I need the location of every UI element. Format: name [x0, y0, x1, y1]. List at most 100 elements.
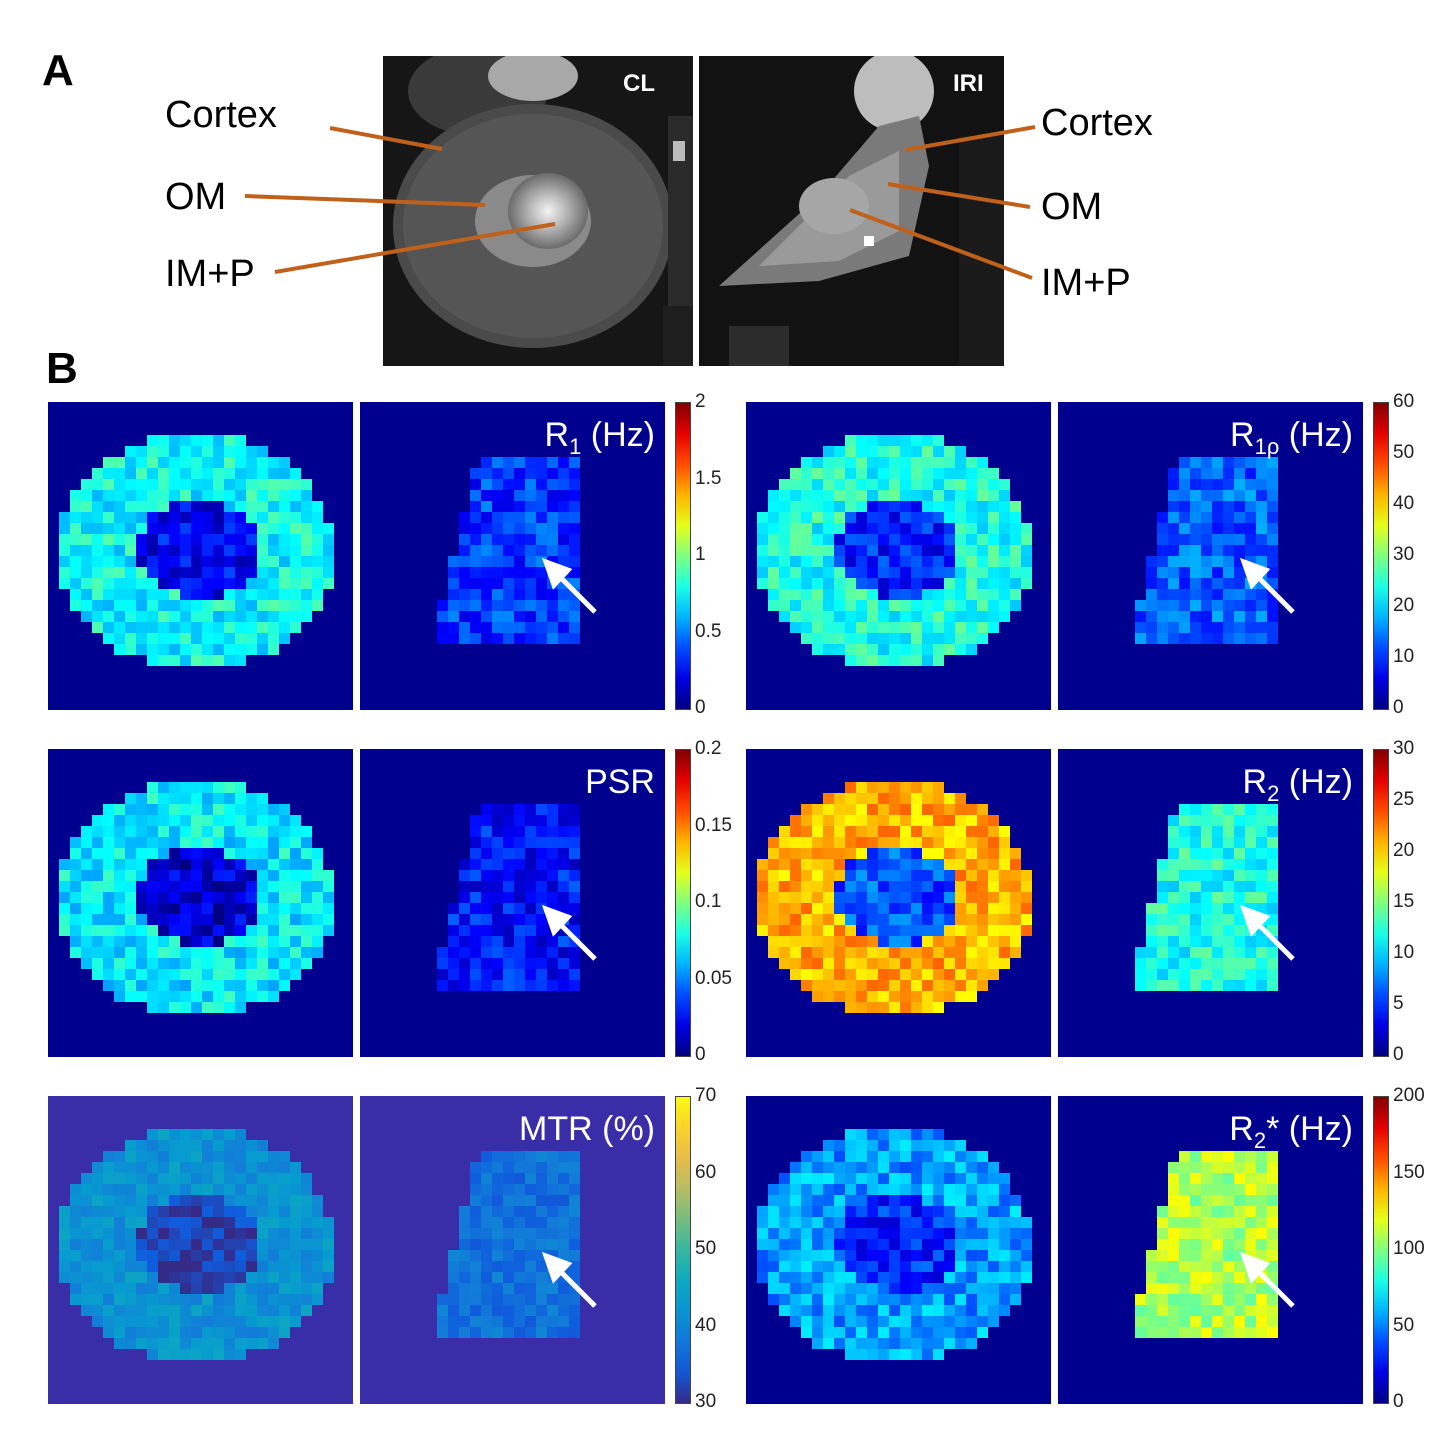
map-title-main: R [1229, 1110, 1254, 1148]
map-mtr-contralateral [48, 1096, 353, 1404]
colorbar-r1rho [1373, 402, 1389, 710]
colorbar-tick-label: 150 [1393, 1161, 1425, 1183]
map-title-main: R [544, 416, 570, 454]
colorbar-tick-label: 0.2 [695, 738, 722, 759]
colorbar-tick-label: 5 [1393, 993, 1404, 1014]
right-label-imp: IM+P [1041, 262, 1131, 304]
colorbar-tick-label: 40 [695, 1314, 717, 1336]
colorbar-tick-label: 100 [1393, 1238, 1425, 1259]
colorbar-tick-label: 70 [695, 1085, 717, 1106]
map-title-unit: * (Hz) [1266, 1110, 1353, 1148]
map-r2-iri-pixels [1135, 804, 1278, 991]
left-label-om: OM [165, 176, 227, 218]
label-pointer-lines [244, 125, 1036, 280]
colorbar-tick-label: 30 [1393, 738, 1415, 759]
colorbar-tick-label: 50 [695, 1238, 717, 1259]
map-r1rho-cl-pixels [757, 435, 1032, 666]
colorbar-r2star [1373, 1096, 1389, 1404]
map-title-subscript: 2 [1267, 780, 1280, 806]
map-title-main: PSR [585, 763, 655, 801]
map-title-subscript: 1 [569, 433, 582, 459]
colorbar-psr [675, 749, 691, 1057]
lesion-arrow-icon [541, 557, 597, 614]
colorbar-tick-label: 0 [695, 697, 706, 718]
right-label-cortex: Cortex [1041, 102, 1153, 144]
map-r2-contralateral [746, 749, 1051, 1057]
map-mtr-cl-pixels [59, 1129, 334, 1360]
colorbar-tick-label: 15 [1393, 891, 1415, 912]
colorbar-r1 [675, 402, 691, 710]
map-r2star-iri-pixels [1135, 1151, 1278, 1338]
map-r1rho-iri: R1ρ (Hz) [1058, 402, 1363, 710]
left-label-cortex: Cortex [165, 94, 277, 136]
map-mtr-iri: MTR (%) [360, 1096, 665, 1404]
colorbar-tick-label: 0 [1393, 697, 1404, 718]
map-title-r1rho: R1ρ (Hz) [1230, 416, 1353, 460]
map-title-main: MTR (%) [519, 1110, 655, 1148]
colorbar-r2 [1373, 749, 1389, 1057]
map-title-mtr: MTR (%) [519, 1110, 655, 1149]
map-title-unit: (Hz) [581, 416, 655, 454]
colorbar-tick-label: 0.1 [695, 891, 722, 912]
colorbar-tick-label: 10 [1393, 646, 1415, 667]
map-title-r2: R2 (Hz) [1243, 763, 1353, 807]
map-r1-iri-pixels [437, 457, 580, 644]
map-title-psr: PSR [585, 763, 655, 802]
pointer-left-imp [274, 222, 556, 274]
colorbar-tick-label: 0 [1393, 1391, 1404, 1412]
colorbar-tick-label: 30 [1393, 544, 1415, 565]
left-label-imp: IM+P [165, 253, 255, 295]
map-title-r1: R1 (Hz) [545, 416, 655, 460]
lesion-arrow-icon [541, 1251, 597, 1308]
colorbar-tick-label: 40 [1393, 493, 1415, 514]
colorbar-tick-label: 2 [695, 391, 706, 412]
colorbar-tick-label: 0.5 [695, 620, 722, 642]
map-title-main: R [1242, 763, 1268, 801]
map-r2star-cl-pixels [757, 1129, 1032, 1360]
colorbar-tick-label: 50 [1393, 442, 1415, 463]
lesion-arrow-icon [1239, 557, 1295, 614]
pointer-right-cortex [904, 125, 1036, 152]
panel-b-letter: B [46, 344, 78, 393]
lesion-arrow-icon [1239, 1251, 1295, 1308]
colorbar-tick-label: 50 [1393, 1314, 1415, 1336]
lesion-arrow-icon [541, 904, 597, 961]
colorbar-tick-label: 25 [1393, 789, 1415, 810]
colorbar-tick-label: 30 [695, 1391, 717, 1412]
map-r2-cl-pixels [757, 782, 1032, 1013]
colorbar-tick-label: 0 [1393, 1044, 1404, 1065]
map-r1-iri: R1 (Hz) [360, 402, 665, 710]
map-r2-iri: R2 (Hz) [1058, 749, 1363, 1057]
map-r1-cl-pixels [59, 435, 334, 666]
map-title-unit: (Hz) [1279, 416, 1353, 454]
map-psr-iri: PSR [360, 749, 665, 1057]
map-psr-cl-pixels [59, 782, 334, 1013]
colorbar-tick-label: 1 [695, 544, 706, 565]
map-r2star-iri: R2* (Hz) [1058, 1096, 1363, 1404]
map-title-r2star: R2* (Hz) [1229, 1110, 1353, 1154]
map-title-main: R [1230, 416, 1255, 454]
colorbar-tick-label: 20 [1393, 840, 1415, 861]
map-title-subscript: 2 [1253, 1127, 1267, 1153]
lesion-arrow-icon [1239, 904, 1295, 961]
colorbar-tick-label: 0.05 [695, 967, 732, 989]
map-r2star-contralateral [746, 1096, 1051, 1404]
right-label-om: OM [1041, 186, 1103, 228]
colorbar-tick-label: 200 [1393, 1085, 1425, 1106]
colorbar-mtr [675, 1096, 691, 1404]
map-mtr-iri-pixels [437, 1151, 580, 1338]
panel-a-letter: A [42, 46, 74, 95]
map-title-unit: (Hz) [1279, 763, 1353, 801]
colorbar-tick-label: 0.15 [695, 814, 732, 836]
colorbar-tick-label: 20 [1393, 595, 1415, 616]
colorbar-tick-label: 60 [695, 1161, 717, 1183]
mri-tag-iri: IRI [953, 70, 984, 97]
colorbar-tick-label: 60 [1393, 391, 1415, 412]
pointer-right-imp [849, 208, 1033, 280]
colorbar-tick-label: 0 [695, 1044, 706, 1065]
map-r1rho-contralateral [746, 402, 1051, 710]
map-r1rho-iri-pixels [1135, 457, 1278, 644]
map-r1-contralateral [48, 402, 353, 710]
pointer-left-cortex [329, 126, 443, 151]
colorbar-tick-label: 10 [1393, 942, 1415, 963]
